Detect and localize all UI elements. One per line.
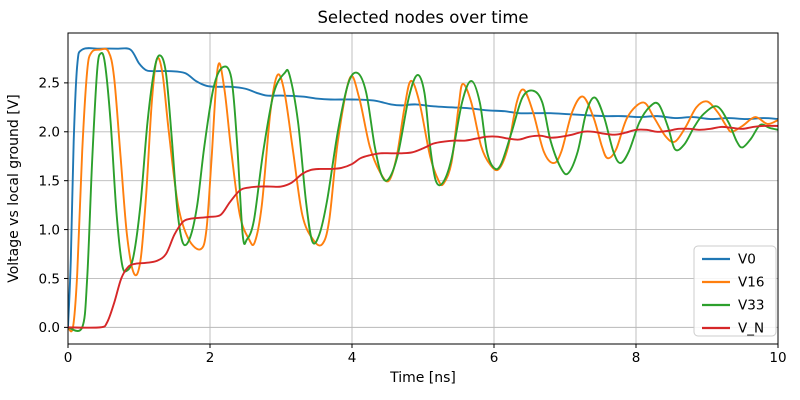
y-tick-label: 2.0 (39, 125, 60, 141)
legend-box (693, 245, 777, 337)
x-tick-label: 2 (206, 350, 215, 366)
x-tick-label: 4 (348, 350, 357, 366)
legend-item-v0: V0 (702, 252, 756, 268)
y-tick-label: 1.0 (39, 222, 60, 238)
x-tick-label: 8 (632, 350, 641, 366)
legend-item-v33: V33 (702, 298, 764, 314)
y-tick-label: 2.5 (39, 76, 60, 92)
series-layer (68, 47, 778, 333)
x-axis-label: Time [ns] (389, 370, 456, 386)
chart-title: Selected nodes over time (317, 8, 528, 27)
series-v16-line (68, 47, 778, 333)
series-v_n-line (68, 124, 778, 329)
x-tick-label: 0 (64, 350, 73, 366)
plot-border (67, 32, 779, 345)
y-tick-label: 0.5 (39, 271, 60, 287)
legend-label-v16: V16 (738, 275, 764, 291)
y-axis-label: Voltage vs local ground [V] (6, 94, 22, 283)
legend-item-vn: V_N (702, 321, 764, 337)
series-v0-line (68, 47, 778, 329)
tick-layer: 0 2 4 6 8 10 0.0 0.5 1.0 1.5 2.0 2.5 (39, 76, 787, 366)
legend-label-vn: V_N (738, 321, 764, 337)
series-v33-line (68, 51, 778, 332)
legend-label-v0: V0 (738, 252, 756, 268)
y-tick-label: 0.0 (39, 320, 60, 336)
y-tick-label: 1.5 (39, 173, 60, 189)
grid-layer (67, 33, 779, 344)
x-tick-label: 10 (769, 350, 786, 366)
legend-item-v16: V16 (702, 275, 764, 291)
legend: V0 V16 V33 V_N (693, 245, 777, 337)
x-tick-label: 6 (490, 350, 499, 366)
legend-label-v33: V33 (738, 298, 764, 314)
